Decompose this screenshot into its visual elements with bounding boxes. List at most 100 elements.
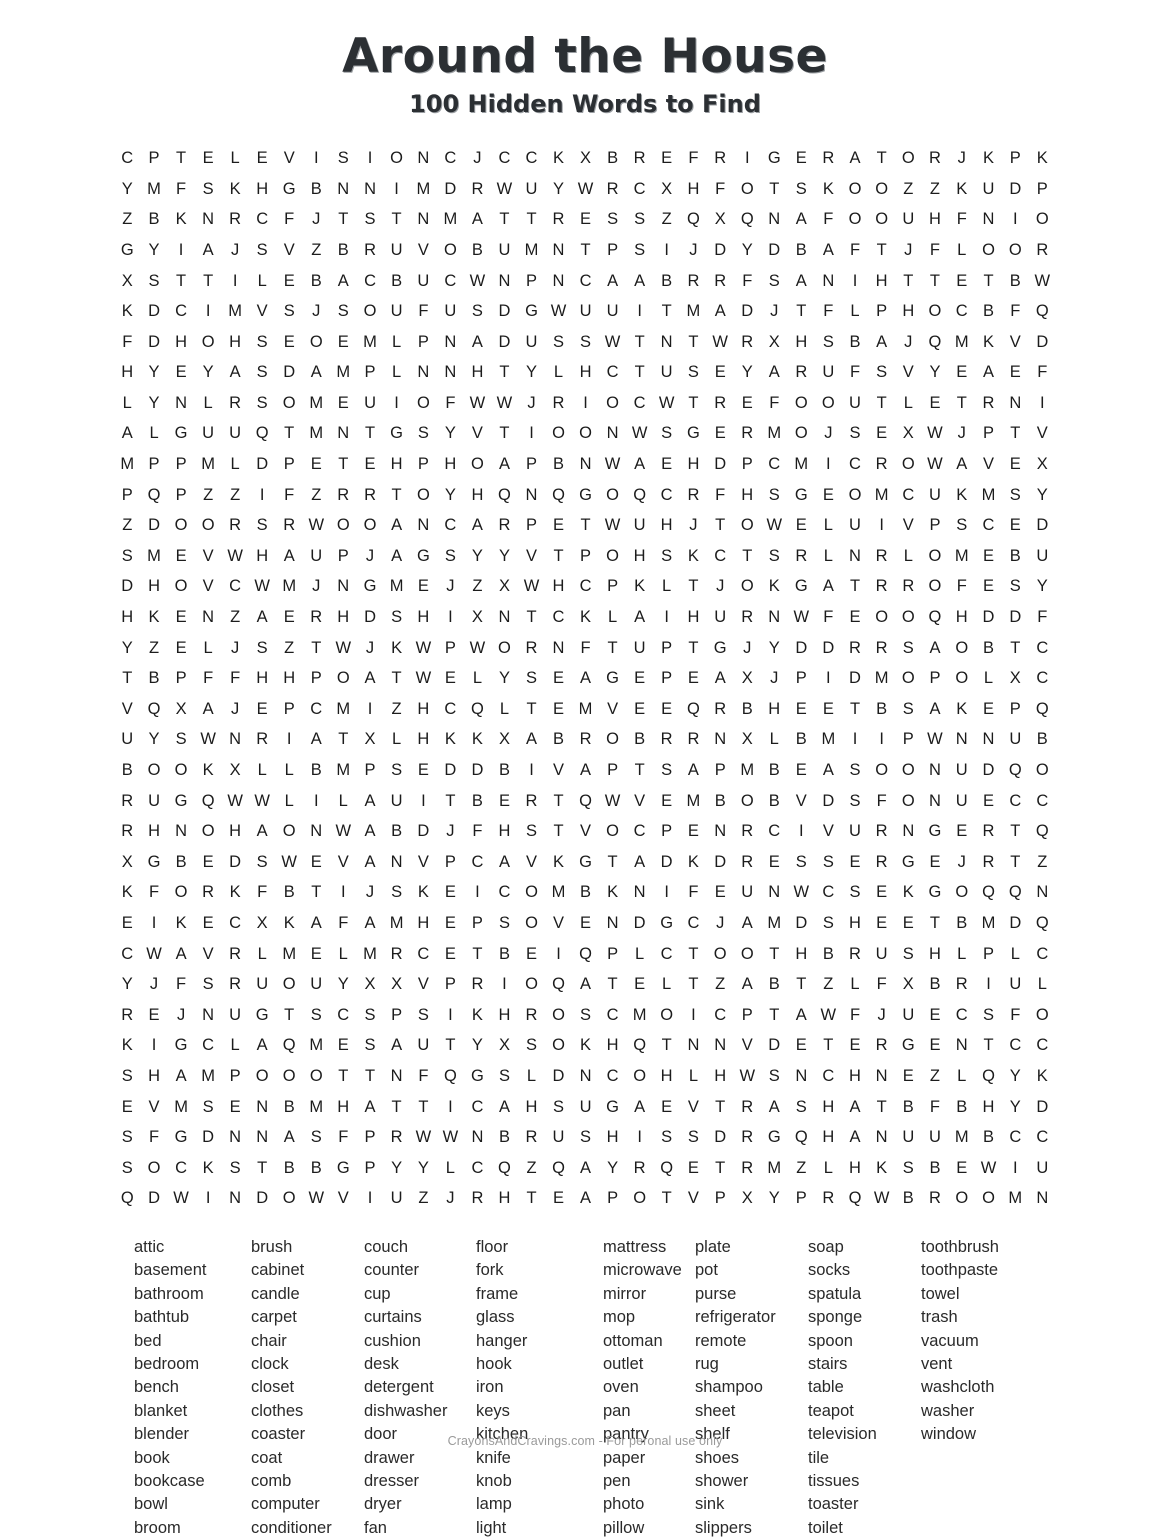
grid-cell[interactable]: T xyxy=(391,210,402,229)
grid-cell[interactable]: T xyxy=(796,975,807,994)
grid-cell[interactable]: P xyxy=(471,913,483,932)
word-list-item[interactable]: light xyxy=(476,1518,507,1537)
grid-cell[interactable]: Z xyxy=(1037,852,1048,871)
grid-cell[interactable]: H xyxy=(928,944,941,963)
grid-cell[interactable]: A xyxy=(283,546,295,565)
grid-cell[interactable]: K xyxy=(202,1158,214,1177)
grid-cell[interactable]: O xyxy=(416,485,430,504)
grid-cell[interactable]: E xyxy=(714,363,726,382)
grid-cell[interactable]: R xyxy=(741,424,754,443)
grid-cell[interactable]: F xyxy=(257,883,268,902)
grid-cell[interactable]: O xyxy=(525,913,538,932)
grid-cell[interactable]: A xyxy=(822,240,834,259)
grid-cell[interactable]: F xyxy=(823,210,834,229)
grid-cell[interactable]: F xyxy=(823,608,834,627)
grid-cell[interactable]: E xyxy=(553,516,565,535)
grid-cell[interactable]: E xyxy=(983,577,995,596)
grid-cell[interactable]: D xyxy=(714,240,727,259)
grid-cell[interactable]: A xyxy=(822,577,834,596)
grid-cell[interactable]: O xyxy=(982,1189,995,1208)
grid-cell[interactable]: Y xyxy=(121,179,133,198)
grid-cell[interactable]: L xyxy=(662,577,672,596)
grid-cell[interactable]: M xyxy=(147,546,161,565)
grid-cell[interactable]: F xyxy=(149,883,160,902)
grid-cell[interactable]: Z xyxy=(929,1066,940,1085)
grid-cell[interactable]: E xyxy=(956,822,968,841)
word-list-item[interactable]: blanket xyxy=(134,1401,188,1420)
grid-cell[interactable]: D xyxy=(444,179,457,198)
grid-cell[interactable]: C xyxy=(175,1158,188,1177)
grid-cell[interactable]: Y xyxy=(337,975,349,994)
grid-cell[interactable]: P xyxy=(929,516,941,535)
grid-cell[interactable]: E xyxy=(175,608,187,627)
grid-cell[interactable]: D xyxy=(256,455,269,474)
grid-cell[interactable]: V xyxy=(337,1189,349,1208)
grid-cell[interactable]: N xyxy=(390,1066,403,1085)
grid-cell[interactable]: H xyxy=(390,455,403,474)
grid-cell[interactable]: O xyxy=(928,546,942,565)
grid-cell[interactable]: H xyxy=(444,455,457,474)
grid-cell[interactable]: F xyxy=(418,302,429,321)
grid-cell[interactable]: H xyxy=(714,1066,727,1085)
grid-cell[interactable]: V xyxy=(983,455,995,474)
grid-cell[interactable]: R xyxy=(579,730,592,749)
grid-cell[interactable]: B xyxy=(148,669,160,688)
grid-cell[interactable]: P xyxy=(607,944,619,963)
grid-cell[interactable]: I xyxy=(502,975,507,994)
grid-cell[interactable]: H xyxy=(229,822,242,841)
grid-cell[interactable]: M xyxy=(389,913,404,932)
grid-cell[interactable]: Q xyxy=(498,485,511,504)
grid-cell[interactable]: J xyxy=(957,149,966,168)
grid-cell[interactable]: F xyxy=(284,210,295,229)
grid-cell[interactable]: B xyxy=(553,455,565,474)
grid-cell[interactable]: O xyxy=(875,608,889,627)
grid-cell[interactable]: N xyxy=(606,424,619,443)
grid-cell[interactable]: A xyxy=(956,455,968,474)
grid-cell[interactable]: B xyxy=(121,761,133,780)
grid-cell[interactable]: N xyxy=(687,1036,700,1055)
grid-cell[interactable]: R xyxy=(902,577,915,596)
grid-cell[interactable]: P xyxy=(175,485,187,504)
grid-cell[interactable]: T xyxy=(391,485,402,504)
word-list-item[interactable]: cup xyxy=(364,1284,391,1303)
grid-cell[interactable]: P xyxy=(364,1158,376,1177)
grid-cell[interactable]: Q xyxy=(552,1158,565,1177)
grid-cell[interactable]: E xyxy=(525,944,537,963)
grid-cell[interactable]: E xyxy=(364,455,376,474)
grid-cell[interactable]: J xyxy=(689,516,698,535)
grid-cell[interactable]: Y xyxy=(525,363,537,382)
grid-cell[interactable]: E xyxy=(929,1005,941,1024)
grid-cell[interactable]: T xyxy=(983,271,994,290)
grid-cell[interactable]: B xyxy=(634,730,646,749)
grid-cell[interactable]: Y xyxy=(1036,485,1048,504)
grid-cell[interactable]: S xyxy=(148,271,160,290)
word-list-item[interactable]: washcloth xyxy=(921,1378,995,1397)
grid-cell[interactable]: U xyxy=(982,179,995,198)
grid-cell[interactable]: W xyxy=(308,1189,325,1208)
grid-cell[interactable]: S xyxy=(364,1005,376,1024)
grid-cell[interactable]: A xyxy=(256,822,268,841)
grid-cell[interactable]: O xyxy=(740,944,754,963)
grid-cell[interactable]: O xyxy=(955,1189,969,1208)
grid-cell[interactable]: N xyxy=(579,455,592,474)
grid-cell[interactable]: E xyxy=(337,393,349,412)
grid-cell[interactable]: T xyxy=(715,1158,726,1177)
grid-cell[interactable]: K xyxy=(553,149,565,168)
grid-cell[interactable]: G xyxy=(255,1005,269,1024)
grid-cell[interactable]: C xyxy=(955,1005,968,1024)
grid-cell[interactable]: E xyxy=(687,822,699,841)
grid-cell[interactable]: K xyxy=(444,730,456,749)
grid-cell[interactable]: R xyxy=(525,638,538,657)
grid-cell[interactable]: W xyxy=(658,393,675,412)
grid-cell[interactable]: C xyxy=(902,485,915,504)
grid-cell[interactable]: N xyxy=(444,332,457,351)
grid-cell[interactable]: E xyxy=(795,516,807,535)
grid-cell[interactable]: V xyxy=(687,1189,699,1208)
grid-cell[interactable]: H xyxy=(337,1097,350,1116)
grid-cell[interactable]: L xyxy=(850,975,860,994)
grid-cell[interactable]: A xyxy=(525,730,537,749)
grid-cell[interactable]: T xyxy=(849,577,861,596)
grid-cell[interactable]: B xyxy=(983,1128,995,1147)
grid-cell[interactable]: C xyxy=(498,149,511,168)
grid-cell[interactable]: M xyxy=(981,913,996,932)
